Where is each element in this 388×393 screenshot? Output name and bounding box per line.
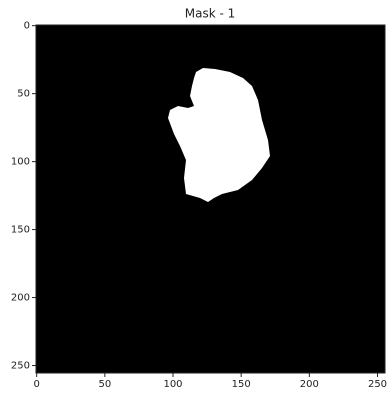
y-tick-label: 200 xyxy=(11,293,30,304)
x-tick-label: 50 xyxy=(98,379,111,390)
chart: Mask - 1 050100150200250050100150200250 xyxy=(0,0,388,393)
y-tick-label: 150 xyxy=(11,225,30,236)
x-tick-label: 100 xyxy=(163,379,182,390)
x-tick-label: 200 xyxy=(300,379,319,390)
chart-title: Mask - 1 xyxy=(185,7,236,21)
x-tick-label: 0 xyxy=(33,379,39,390)
y-tick-label: 50 xyxy=(17,89,30,100)
x-tick-label: 150 xyxy=(232,379,251,390)
y-tick-label: 250 xyxy=(11,361,30,372)
y-tick-label: 0 xyxy=(24,21,30,32)
x-tick-label: 250 xyxy=(368,379,387,390)
y-tick-label: 100 xyxy=(11,157,30,168)
